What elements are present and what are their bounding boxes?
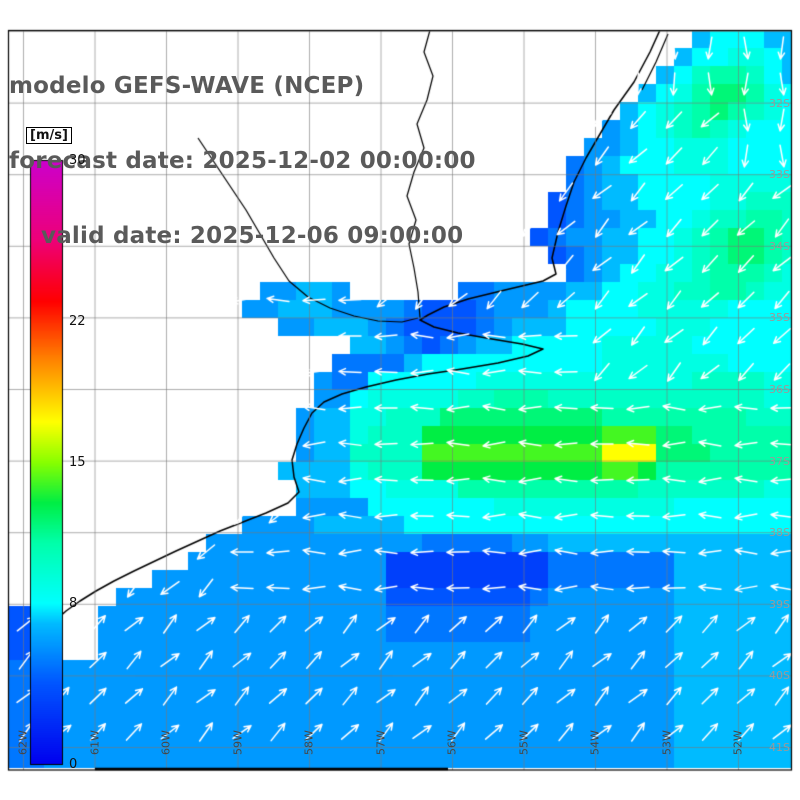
colorbar-tick-label: 0 — [69, 757, 78, 772]
longitude-label: 55W — [517, 730, 530, 755]
latitude-label: 35S — [769, 311, 790, 325]
latitude-label: 34S — [769, 239, 790, 253]
model-title: modelo GEFS-WAVE (NCEP) — [9, 73, 365, 99]
longitude-label: 59W — [231, 730, 244, 755]
colorbar-unit-label: [m/s] — [26, 127, 72, 144]
longitude-label: 56W — [445, 730, 459, 755]
longitude-label: 53W — [660, 730, 673, 755]
latitude-label: 39S — [769, 597, 790, 611]
latitude-label: 32S — [769, 96, 790, 110]
colorbar-tick-label: 15 — [69, 455, 86, 470]
longitude-label: 57W — [374, 730, 387, 755]
longitude-label: 54W — [588, 730, 602, 755]
longitude-label: 52W — [731, 730, 745, 755]
longitude-label: 58W — [302, 730, 316, 755]
map-header: modelo GEFS-WAVE (NCEP) forecast date: 2… — [9, 24, 476, 299]
latitude-label: 36S — [769, 383, 790, 396]
colorbar-tick-label: 30 — [69, 153, 86, 168]
colorbar-tick-label: 22 — [69, 314, 86, 330]
latitude-label: 38S — [769, 526, 790, 540]
longitude-label: 61W — [88, 730, 101, 755]
latitude-label: 41S — [769, 741, 790, 754]
valid-date-line: valid date: 2025-12-06 09:00:00 — [41, 223, 464, 249]
latitude-label: 37S — [769, 454, 790, 468]
forecast-date-line: forecast date: 2025-12-02 00:00:00 — [9, 148, 476, 174]
latitude-label: 40S — [769, 669, 790, 683]
longitude-label: 62W — [16, 730, 30, 755]
colorbar-tick-label: 8 — [69, 595, 78, 611]
longitude-label: 60W — [159, 730, 173, 755]
latitude-label: 33S — [769, 168, 790, 182]
